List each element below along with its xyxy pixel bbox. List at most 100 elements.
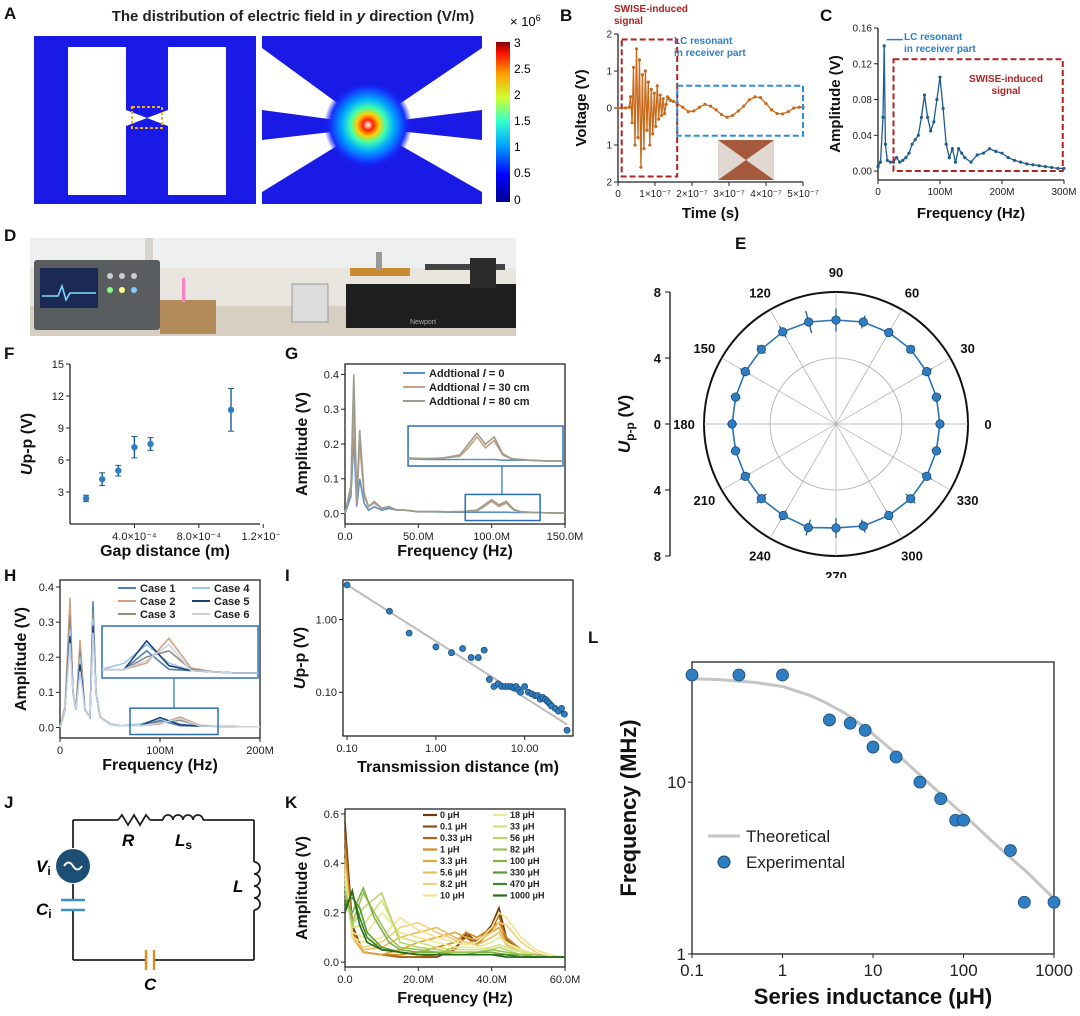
polar-point-2 bbox=[922, 367, 932, 377]
legend-label-5: Case 6 bbox=[214, 609, 249, 621]
amplitude-point-41 bbox=[1031, 163, 1035, 167]
colorbar-multiplier: × 106 bbox=[510, 13, 541, 29]
voltage-point-51 bbox=[781, 112, 785, 116]
amplitude-point-38 bbox=[1012, 158, 1016, 162]
legend-label-5: 5.6 μH bbox=[440, 868, 467, 878]
voltage-point-3 bbox=[628, 95, 633, 99]
polar-spoke-60 bbox=[835, 309, 903, 425]
polar-point-23 bbox=[931, 446, 942, 456]
x-tick-label-2: 10 bbox=[864, 961, 883, 980]
experimental-point-12 bbox=[1004, 844, 1017, 857]
x-tick-label-2: 2×10⁻⁷ bbox=[676, 189, 708, 200]
panel-a-title: The distribution of electric field in y … bbox=[111, 8, 475, 25]
polar-y-axis-label-var: U bbox=[615, 440, 634, 453]
amplitude-point-19 bbox=[929, 129, 933, 133]
colorbar-tick-1-5: 1.5 bbox=[514, 114, 531, 128]
zoom-region bbox=[464, 493, 541, 522]
theoretical-curve bbox=[691, 677, 1056, 900]
series-line-9 bbox=[344, 882, 565, 958]
x-axis-label: Transmission distance (m) bbox=[357, 759, 559, 776]
voltage-point-12 bbox=[642, 147, 646, 151]
optical-table bbox=[346, 284, 516, 328]
polar-spoke-150 bbox=[721, 357, 837, 425]
voltage-point-37 bbox=[703, 102, 707, 106]
experimental-point-11 bbox=[957, 813, 970, 827]
legend-label-2: 0.33 μH bbox=[440, 833, 472, 843]
amplitude-point-31 bbox=[969, 160, 973, 164]
y-tick-label-2: 0.08 bbox=[853, 95, 873, 106]
y-axis-label: Amplitude (V) bbox=[13, 607, 30, 711]
legend-label-15: 1000 μH bbox=[510, 891, 545, 901]
y-axis-label: Frequency (MHz) bbox=[616, 719, 641, 896]
voltage-point-10 bbox=[639, 165, 643, 169]
oscilloscope-screen bbox=[40, 268, 98, 308]
y-tick-label-0: 2 bbox=[606, 30, 612, 41]
y-axis-label-rest: p-p (V) bbox=[19, 413, 36, 464]
zoom-box bbox=[131, 106, 163, 129]
amplitude-point-6 bbox=[888, 160, 892, 164]
experimental-point-0 bbox=[685, 668, 699, 682]
amplitude-point-33 bbox=[981, 151, 985, 155]
legend-label-0: 0 μH bbox=[440, 810, 460, 820]
y-axis-label: Amplitude (V) bbox=[827, 55, 844, 153]
amplitude-point-3 bbox=[882, 44, 886, 48]
voltage-point-16 bbox=[648, 143, 652, 147]
angle-label-330: 330 bbox=[957, 493, 979, 508]
polar-spoke-330 bbox=[835, 423, 951, 491]
zoom-inset bbox=[101, 625, 259, 679]
radial-tick-label-4: 8 bbox=[654, 549, 661, 564]
y-tick-label-1: 0.3 bbox=[324, 404, 339, 416]
voltage-point-6 bbox=[633, 143, 637, 147]
voltage-point-31 bbox=[671, 99, 676, 103]
panel-a-field-figure: × 106 3 2.5 2 1.5 1 0.5 0 bbox=[34, 13, 541, 207]
colorbar bbox=[496, 42, 510, 202]
data-point-9 bbox=[485, 676, 493, 683]
voltage-point-27 bbox=[664, 102, 668, 106]
annotation-lc-line1: LC resonant bbox=[904, 32, 963, 43]
angle-label-30: 30 bbox=[960, 341, 974, 356]
lc-box bbox=[676, 84, 804, 137]
polar-point-19 bbox=[858, 521, 868, 531]
voltage-point-52 bbox=[786, 110, 790, 114]
panel-label-d: D bbox=[4, 226, 17, 245]
voltage-point-9 bbox=[637, 58, 642, 62]
polar-point-18 bbox=[831, 523, 841, 533]
label-ls: Ls bbox=[175, 831, 192, 852]
legend-swatch-experimental bbox=[717, 855, 731, 869]
x-tick-label-4: 4×10⁻⁷ bbox=[750, 189, 782, 200]
chart-f-gap-distance: 4.0×10⁻⁴ 8.0×10⁻⁴ 1.2×10⁻³ 15 12 9 6 3 Gap dista… bbox=[19, 359, 280, 560]
voltage-point-35 bbox=[692, 109, 696, 113]
plot-frame bbox=[342, 579, 574, 737]
panel-label-b: B bbox=[560, 6, 573, 25]
inset-photo-gap-left bbox=[718, 140, 746, 180]
legend-label-8: 18 μH bbox=[510, 810, 535, 820]
legend-label-7: 10 μH bbox=[440, 891, 465, 901]
fit-line bbox=[346, 584, 568, 726]
y-tick-label-2: 0.2 bbox=[39, 652, 54, 664]
circuit-diagram: R Ls L Vi Ci C bbox=[36, 813, 261, 994]
amplitude-point-21 bbox=[935, 97, 939, 102]
voltage-point-8 bbox=[636, 136, 640, 140]
annotation-swise-line2: signal bbox=[992, 86, 1021, 97]
polar-point-7 bbox=[804, 317, 814, 327]
amplitude-point-42 bbox=[1037, 164, 1041, 168]
experimental-point-4 bbox=[843, 716, 857, 730]
field-hotspot bbox=[324, 81, 412, 169]
amplitude-point-1 bbox=[878, 160, 883, 164]
x-tick-label-0: 0.0 bbox=[337, 531, 352, 543]
legend-label-13: 330 μH bbox=[510, 868, 540, 878]
experimental-point-14 bbox=[1047, 895, 1061, 909]
voltage-point-49 bbox=[769, 108, 774, 112]
series-line-15 bbox=[344, 887, 565, 958]
angle-label-60: 60 bbox=[905, 285, 919, 300]
x-tick-label-1: 50.0M bbox=[403, 531, 434, 543]
legend-label-4: Case 5 bbox=[214, 596, 249, 608]
polar-point-3 bbox=[906, 344, 916, 354]
polar-point-6 bbox=[831, 315, 841, 325]
amplitude-point-28 bbox=[957, 147, 961, 151]
x-axis-label: Series inductance (μH) bbox=[754, 984, 992, 1009]
chart-h-cases: 0 100M 200M 0.4 0.3 0.2 0.1 0.0 Frequency (Hz) Am… bbox=[13, 579, 274, 774]
x-tick-label-3: 150.0M bbox=[547, 531, 584, 543]
x-axis-label: Time (s) bbox=[682, 205, 739, 222]
